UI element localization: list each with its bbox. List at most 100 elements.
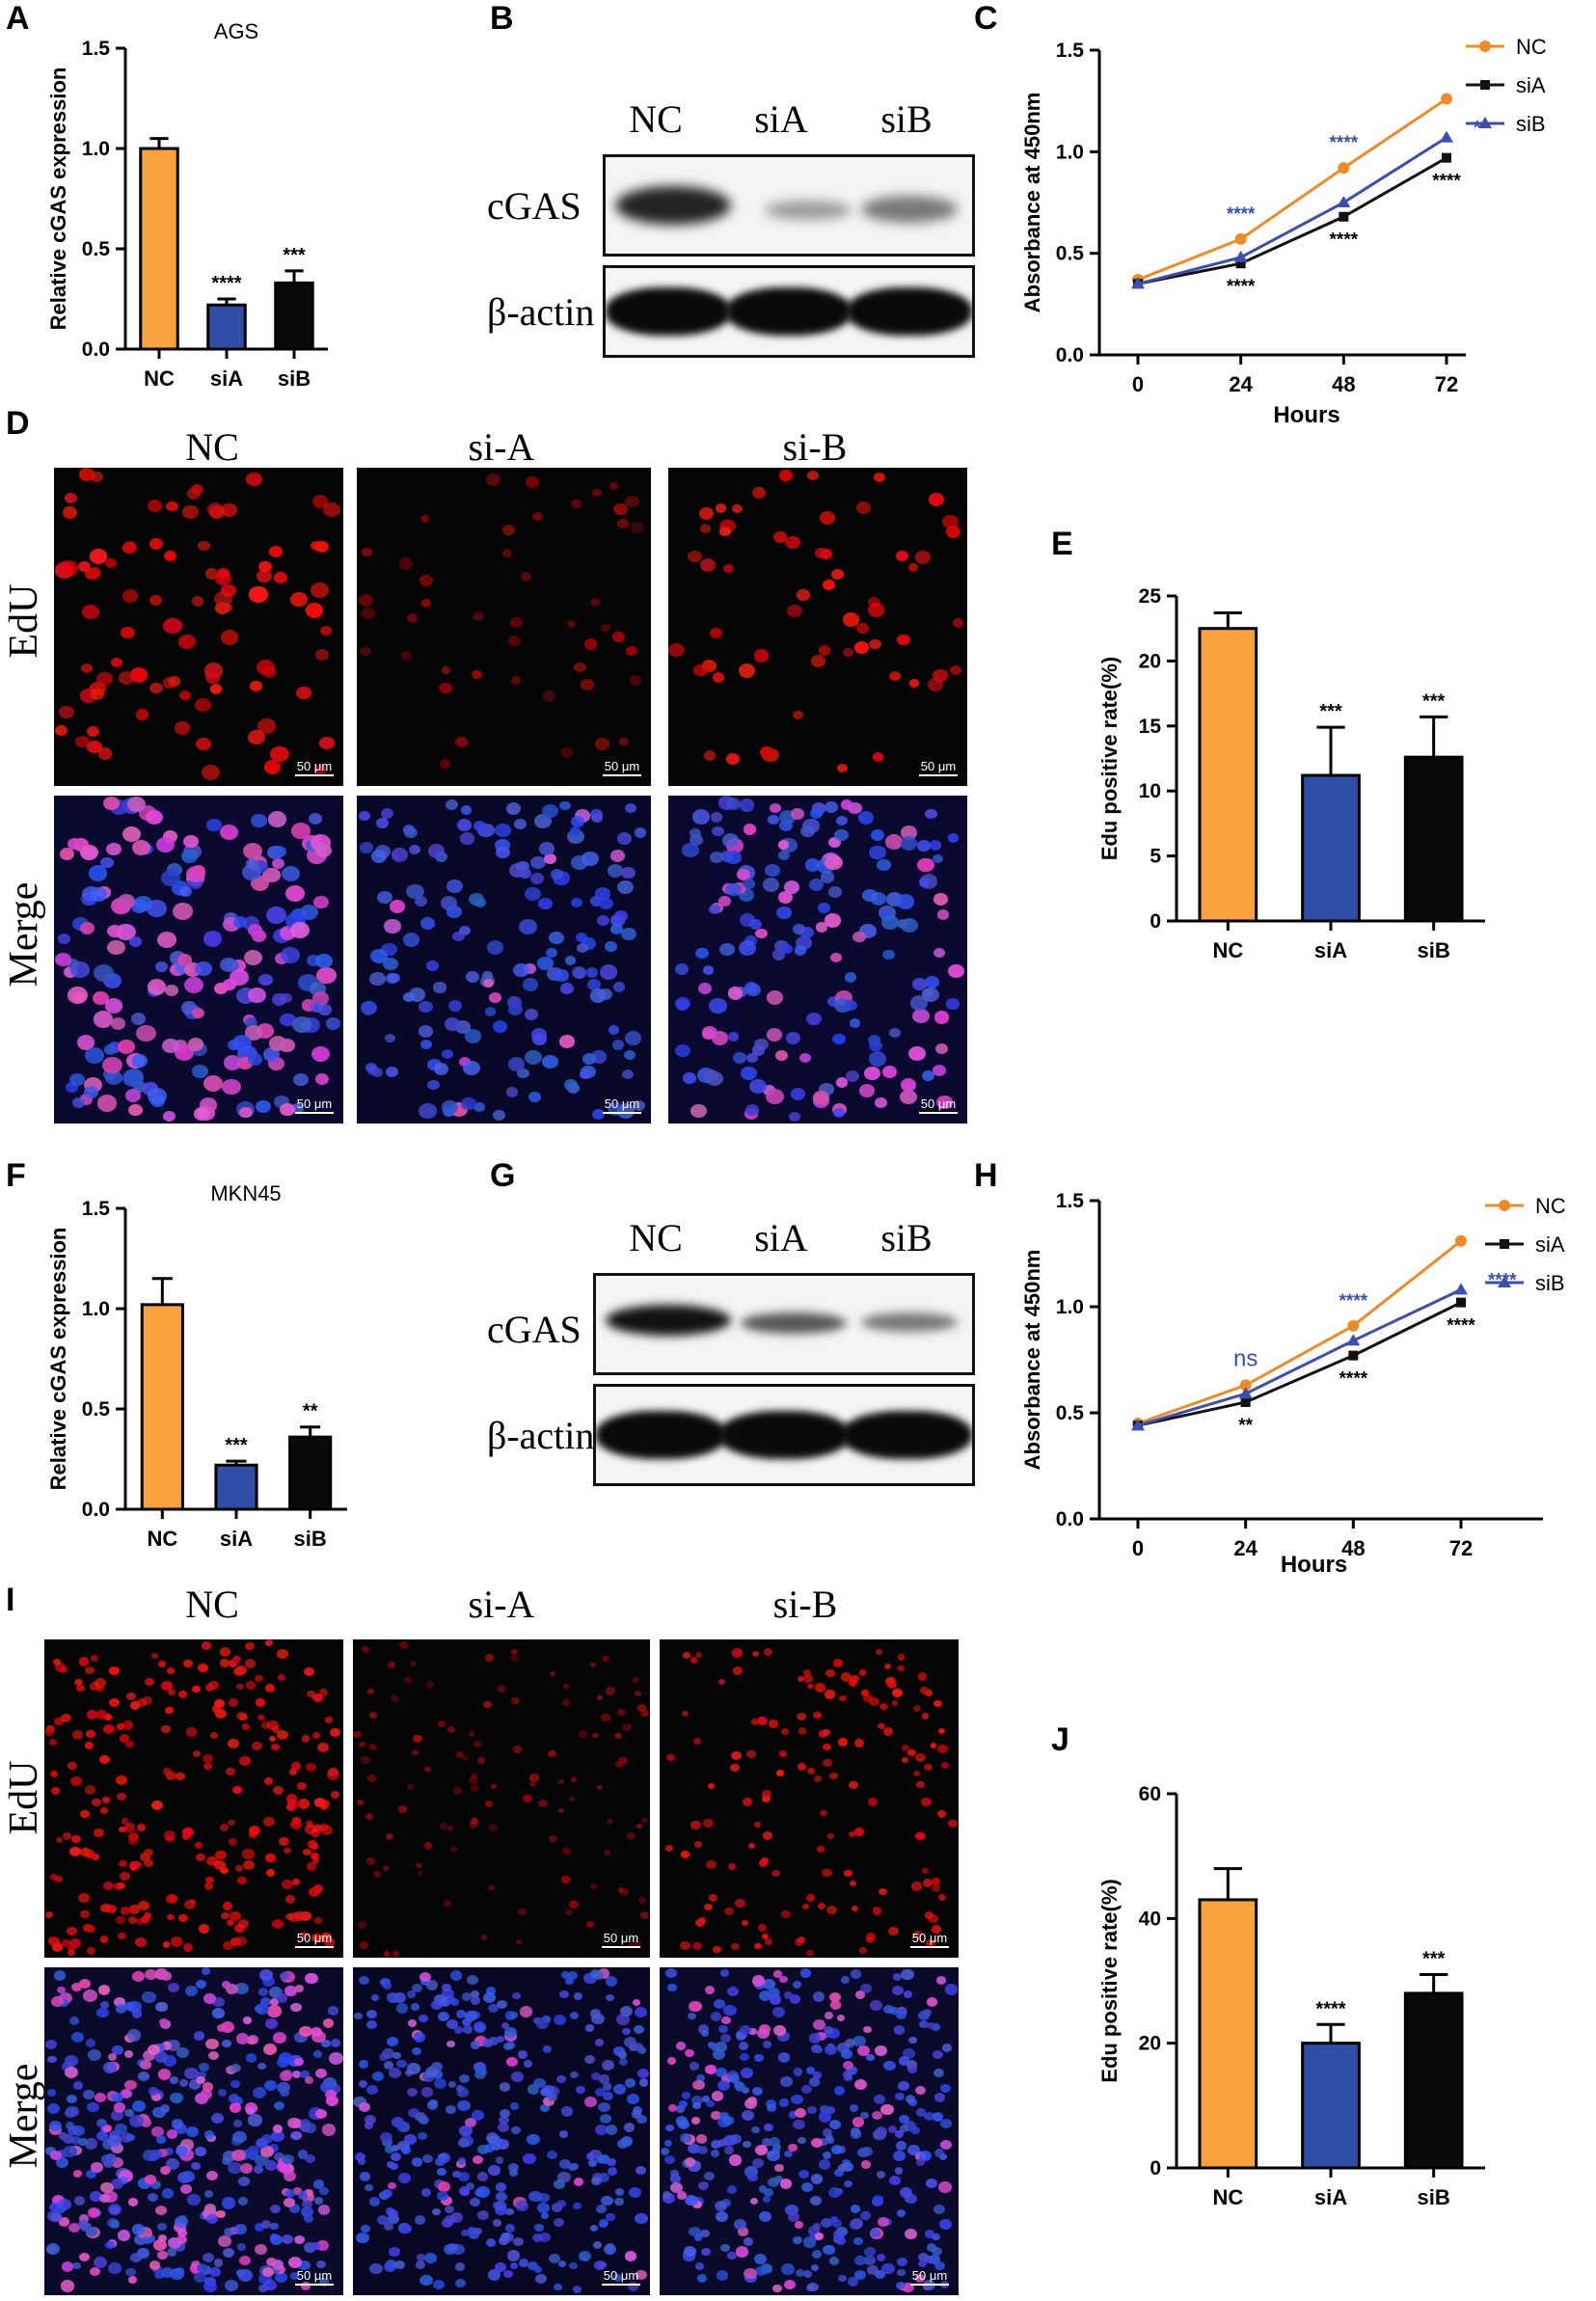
cell-nucleus xyxy=(198,1664,208,1673)
cell-nucleus xyxy=(501,548,513,557)
blot-band-cgas xyxy=(593,1273,975,1375)
cell-nucleus xyxy=(79,2214,89,2223)
cell-nucleus xyxy=(383,2222,393,2231)
cell-nucleus xyxy=(255,2138,268,2150)
cell-nucleus xyxy=(118,1932,126,1939)
cell-nucleus xyxy=(126,2133,136,2142)
cell-nucleus xyxy=(898,2114,910,2125)
cell-nucleus xyxy=(216,2210,226,2219)
cell-nucleus xyxy=(808,879,825,892)
cell-nucleus xyxy=(567,1971,579,1981)
y-tick-label: 0.5 xyxy=(82,238,111,260)
cell-nucleus xyxy=(54,1717,64,1726)
cell-nucleus xyxy=(944,1984,959,1995)
cell-nucleus xyxy=(874,2095,885,2105)
cell-nucleus xyxy=(914,1752,926,1763)
cell-nucleus xyxy=(225,1984,238,1995)
cell-nucleus xyxy=(766,989,784,1005)
cell-nucleus xyxy=(473,821,486,832)
cell-nucleus xyxy=(98,1755,110,1765)
y-tick-label: 1.0 xyxy=(82,138,110,160)
cell-nucleus xyxy=(230,2080,240,2089)
cell-nucleus xyxy=(419,1000,434,1014)
cell-nucleus xyxy=(804,858,821,872)
cell-nucleus xyxy=(328,2006,339,2016)
data-point xyxy=(1442,152,1451,163)
cell-nucleus xyxy=(245,857,258,870)
cell-nucleus xyxy=(834,2168,844,2177)
cell-nucleus xyxy=(720,2073,732,2083)
cell-nucleus xyxy=(497,1685,506,1692)
cell-nucleus xyxy=(690,2096,703,2106)
cell-nucleus xyxy=(852,2035,866,2047)
cell-nucleus xyxy=(849,1880,857,1887)
cell-nucleus xyxy=(441,1099,458,1114)
cell-nucleus xyxy=(386,2036,398,2046)
cell-nucleus xyxy=(610,924,623,935)
cell-nucleus xyxy=(120,2132,133,2143)
cell-nucleus xyxy=(937,1894,947,1902)
cell-nucleus xyxy=(353,1730,363,1739)
cell-nucleus xyxy=(387,972,400,984)
cell-nucleus xyxy=(122,541,137,555)
cell-nucleus xyxy=(841,1672,852,1682)
cell-nucleus xyxy=(223,1055,242,1070)
cell-nucleus xyxy=(554,2217,564,2227)
cell-nucleus xyxy=(799,825,815,838)
cell-nucleus xyxy=(505,2042,515,2050)
cell-nucleus xyxy=(69,1775,82,1786)
cell-nucleus xyxy=(363,1005,375,1015)
cell-nucleus xyxy=(178,1913,188,1922)
cell-nucleus xyxy=(682,2092,691,2099)
cell-nucleus xyxy=(196,2262,208,2273)
cell-nucleus xyxy=(255,1697,265,1707)
x-tick-label: siA xyxy=(1314,938,1347,962)
cell-nucleus xyxy=(729,1763,740,1773)
cell-nucleus xyxy=(731,1943,740,1951)
cell-nucleus xyxy=(565,956,577,965)
cell-nucleus xyxy=(859,1946,868,1954)
cell-nucleus xyxy=(510,1649,518,1656)
cell-nucleus xyxy=(585,966,599,978)
cell-nucleus xyxy=(238,1919,250,1929)
cell-nucleus xyxy=(903,2048,916,2060)
cell-nucleus xyxy=(398,2173,411,2183)
cell-nucleus xyxy=(525,1009,539,1020)
cell-nucleus xyxy=(844,1869,853,1878)
cell-nucleus xyxy=(538,2193,550,2204)
cell-nucleus xyxy=(239,2255,252,2265)
cell-nucleus xyxy=(48,1738,57,1746)
y-tick-label: 20 xyxy=(1139,2033,1161,2055)
cell-nucleus xyxy=(61,1713,72,1723)
cell-nucleus xyxy=(461,1992,473,2002)
microscopy-i-edu-sib: 50 μm xyxy=(660,1639,959,1958)
cell-nucleus xyxy=(607,863,624,878)
cell-nucleus xyxy=(368,2196,381,2206)
cell-nucleus xyxy=(415,895,428,907)
cell-nucleus xyxy=(254,2165,264,2174)
cell-nucleus xyxy=(616,880,635,895)
x-tick-label: 24 xyxy=(1233,1536,1258,1560)
cell-nucleus xyxy=(476,2209,489,2221)
cell-nucleus xyxy=(167,1688,176,1696)
cell-nucleus xyxy=(58,705,75,719)
cell-nucleus xyxy=(731,503,744,514)
cell-nucleus xyxy=(899,2056,910,2066)
cell-nucleus xyxy=(64,2066,78,2078)
cell-nucleus xyxy=(919,2020,929,2029)
cell-nucleus xyxy=(832,1659,843,1667)
y-tick-label: 0 xyxy=(1150,2157,1161,2179)
cell-nucleus xyxy=(284,2171,297,2181)
cell-nucleus xyxy=(247,2037,257,2045)
cell-nucleus xyxy=(837,1738,849,1747)
cell-nucleus xyxy=(56,2157,69,2169)
cell-nucleus xyxy=(495,2182,506,2192)
y-tick-label: 1.0 xyxy=(1056,1296,1084,1318)
panel-label-f: F xyxy=(6,1157,26,1194)
legend-label-sib: siB xyxy=(1516,112,1546,136)
cell-nucleus xyxy=(112,2045,123,2056)
cell-nucleus xyxy=(851,2218,864,2230)
cell-nucleus xyxy=(531,2233,543,2243)
cell-nucleus xyxy=(267,2005,282,2017)
